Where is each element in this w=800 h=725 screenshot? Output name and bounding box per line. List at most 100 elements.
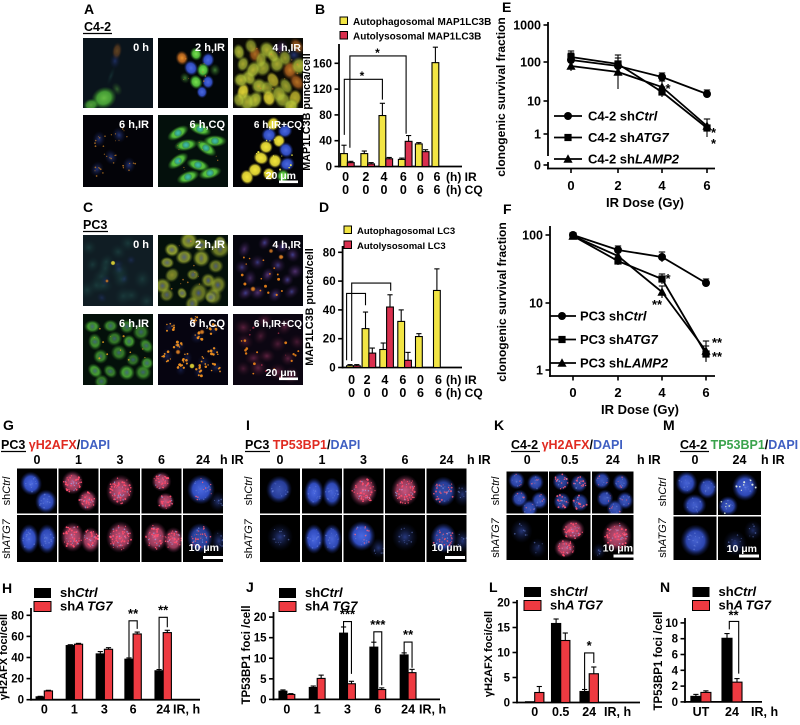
svg-text:80: 80 xyxy=(11,610,24,622)
svg-text:IR, h: IR, h xyxy=(604,705,631,719)
svg-text:2 h,IR: 2 h,IR xyxy=(195,42,225,54)
svg-text:shCtrl: shCtrl xyxy=(243,476,255,505)
svg-text:A: A xyxy=(84,1,94,17)
svg-text:0: 0 xyxy=(504,698,510,710)
svg-text:*: * xyxy=(711,125,717,140)
svg-text:0: 0 xyxy=(524,453,531,467)
svg-text:TP53BP1 foci /cell: TP53BP1 foci /cell xyxy=(653,611,665,710)
svg-text:0 h: 0 h xyxy=(133,42,149,54)
svg-text:3: 3 xyxy=(101,703,108,717)
svg-text:4: 4 xyxy=(658,178,666,193)
svg-text:Autophagosomal LC3: Autophagosomal LC3 xyxy=(357,226,455,237)
svg-text:2: 2 xyxy=(614,385,621,400)
svg-text:TP53BP1 foci /cell: TP53BP1 foci /cell xyxy=(241,605,253,704)
svg-text:0: 0 xyxy=(400,183,407,197)
svg-text:**: ** xyxy=(712,349,723,364)
svg-text:J: J xyxy=(246,579,254,595)
svg-text:IR, h: IR, h xyxy=(751,705,778,719)
svg-text:shATG7: shATG7 xyxy=(490,517,502,557)
svg-text:6 h,IR+CQ: 6 h,IR+CQ xyxy=(254,319,302,330)
svg-text:6: 6 xyxy=(435,373,442,387)
svg-text:24: 24 xyxy=(401,703,415,717)
svg-text:3: 3 xyxy=(117,453,124,467)
svg-text:160: 160 xyxy=(313,58,332,70)
svg-text:1: 1 xyxy=(314,703,321,717)
svg-text:*: * xyxy=(360,69,365,83)
svg-text:2: 2 xyxy=(672,681,678,693)
svg-text:*: * xyxy=(375,46,380,60)
svg-text:(h) CQ: (h) CQ xyxy=(446,183,483,197)
svg-text:**: ** xyxy=(158,602,169,617)
svg-text:PC3 γH2AFX/DAPI: PC3 γH2AFX/DAPI xyxy=(1,438,110,452)
svg-text:Autolysosomal LC3: Autolysosomal LC3 xyxy=(357,241,446,252)
svg-text:h IR: h IR xyxy=(761,453,785,467)
svg-text:0.5: 0.5 xyxy=(552,705,569,719)
svg-text:2 h,IR: 2 h,IR xyxy=(195,239,225,251)
svg-text:6: 6 xyxy=(158,453,165,467)
svg-text:10: 10 xyxy=(529,297,543,311)
svg-text:PC3 shLAMP2: PC3 shLAMP2 xyxy=(580,356,669,371)
svg-text:C4-2 shCtrl: C4-2 shCtrl xyxy=(588,109,658,124)
svg-text:40: 40 xyxy=(323,305,336,317)
svg-text:C4-2: C4-2 xyxy=(84,20,111,34)
svg-text:shCtrl: shCtrl xyxy=(1,476,13,505)
svg-text:10 μm: 10 μm xyxy=(727,543,757,555)
svg-text:15: 15 xyxy=(254,633,267,645)
svg-text:24: 24 xyxy=(606,453,620,467)
svg-text:**: ** xyxy=(652,297,663,312)
svg-text:10: 10 xyxy=(527,95,541,109)
svg-text:5: 5 xyxy=(504,673,511,685)
svg-text:shATG7: shATG7 xyxy=(1,518,13,558)
svg-text:shATG7: shATG7 xyxy=(243,518,255,558)
svg-text:0: 0 xyxy=(381,183,388,197)
svg-text:MAP1LC3B puncta/cell: MAP1LC3B puncta/cell xyxy=(301,53,313,171)
svg-text:shA TG7: shA TG7 xyxy=(305,599,358,614)
svg-text:8: 8 xyxy=(672,634,679,646)
svg-text:24: 24 xyxy=(196,453,210,467)
svg-text:20 μm: 20 μm xyxy=(266,367,296,379)
svg-text:(h) IR: (h) IR xyxy=(446,170,477,184)
svg-text:120: 120 xyxy=(313,84,332,96)
svg-text:shCtrl: shCtrl xyxy=(305,585,343,600)
svg-text:1: 1 xyxy=(75,453,82,467)
svg-text:0: 0 xyxy=(18,695,24,707)
svg-text:IR Dose (Gy): IR Dose (Gy) xyxy=(606,195,684,210)
svg-text:D: D xyxy=(319,199,329,215)
svg-text:10: 10 xyxy=(665,618,678,630)
svg-text:6 h,CQ: 6 h,CQ xyxy=(190,119,226,131)
svg-text:F: F xyxy=(503,201,512,217)
svg-text:0: 0 xyxy=(531,705,538,719)
svg-text:1000: 1000 xyxy=(513,19,541,33)
svg-text:60: 60 xyxy=(11,631,24,643)
svg-text:10 μm: 10 μm xyxy=(603,543,633,555)
svg-text:*: * xyxy=(665,81,671,96)
svg-text:***: *** xyxy=(340,607,356,622)
svg-text:0: 0 xyxy=(34,453,41,467)
svg-text:2: 2 xyxy=(364,373,371,387)
svg-text:5: 5 xyxy=(260,674,267,686)
svg-text:γH2AFX foci/cell: γH2AFX foci/cell xyxy=(483,611,495,697)
svg-text:0: 0 xyxy=(567,178,574,193)
svg-text:6: 6 xyxy=(400,170,407,184)
svg-text:clonogenic survival fraction: clonogenic survival fraction xyxy=(494,17,508,176)
svg-text:UT: UT xyxy=(693,705,710,719)
svg-text:0 h: 0 h xyxy=(133,239,149,251)
svg-text:1: 1 xyxy=(71,703,78,717)
svg-text:0: 0 xyxy=(41,703,48,717)
svg-text:h IR: h IR xyxy=(220,453,244,467)
svg-text:Autolysosomal MAP1LC3B: Autolysosomal MAP1LC3B xyxy=(353,32,481,43)
svg-text:10 μm: 10 μm xyxy=(432,542,462,554)
svg-text:0: 0 xyxy=(348,386,355,400)
svg-text:1: 1 xyxy=(319,453,326,467)
svg-text:100: 100 xyxy=(522,229,543,243)
svg-text:shCtrl: shCtrl xyxy=(719,584,757,599)
svg-text:6: 6 xyxy=(130,703,137,717)
svg-text:**: ** xyxy=(128,606,139,621)
svg-text:6: 6 xyxy=(703,178,710,193)
svg-text:40: 40 xyxy=(11,653,24,665)
svg-text:γH2AFX foci/cell: γH2AFX foci/cell xyxy=(0,614,10,700)
svg-text:**: ** xyxy=(403,627,414,642)
svg-text:80: 80 xyxy=(319,110,332,122)
svg-text:0: 0 xyxy=(348,373,355,387)
svg-text:6: 6 xyxy=(672,650,678,662)
